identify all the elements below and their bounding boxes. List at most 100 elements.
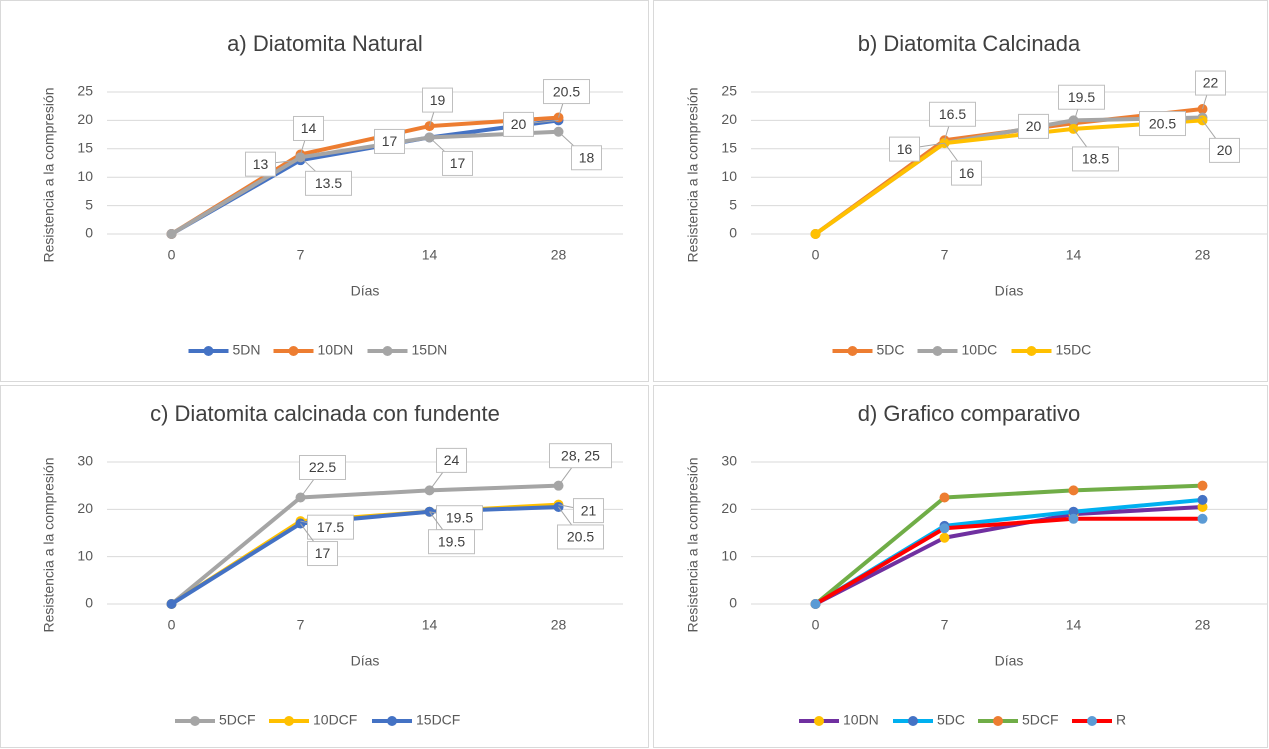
label-box xyxy=(889,136,920,162)
legend-marker xyxy=(814,716,824,726)
x-tick-label: 7 xyxy=(297,247,305,263)
data-point xyxy=(1197,494,1208,505)
chart-title: a) Diatomita Natural xyxy=(227,31,423,56)
panel-border xyxy=(0,385,649,748)
label-box xyxy=(503,111,534,137)
y-tick-label: 20 xyxy=(721,500,737,516)
data-point xyxy=(1068,485,1079,496)
x-tick-label: 14 xyxy=(1066,247,1082,263)
y-axis-label: Resistencia a la compresión xyxy=(41,87,57,262)
series-line xyxy=(814,118,1203,236)
label-box xyxy=(1058,84,1105,110)
legend-label: 10DCF xyxy=(313,712,357,728)
y-tick-label: 10 xyxy=(77,168,93,184)
label-box xyxy=(1195,70,1226,96)
data-label: 20 xyxy=(1217,142,1233,158)
legend-label: 10DC xyxy=(962,342,998,358)
data-label: 19.5 xyxy=(446,509,473,525)
x-tick-label: 14 xyxy=(422,247,438,263)
label-box xyxy=(571,145,602,171)
data-point xyxy=(810,229,821,239)
panel-border xyxy=(653,0,1268,382)
legend-marker xyxy=(932,346,943,356)
x-axis-label: Días xyxy=(351,283,380,299)
data-point xyxy=(166,229,177,239)
x-axis-label: Días xyxy=(351,653,380,669)
y-tick-label: 20 xyxy=(77,111,93,127)
legend-label: R xyxy=(1116,712,1126,728)
y-tick-label: 15 xyxy=(721,140,737,156)
y-tick-label: 0 xyxy=(729,225,737,241)
legend-label: 15DCF xyxy=(416,712,460,728)
label-box xyxy=(299,455,346,480)
label-box xyxy=(374,128,405,154)
x-axis-label: Días xyxy=(995,283,1024,299)
label-box xyxy=(307,514,354,540)
data-label: 19 xyxy=(430,92,446,108)
label-box xyxy=(442,150,473,176)
data-label: 20.5 xyxy=(1149,115,1176,131)
panel-border xyxy=(0,0,649,382)
data-point xyxy=(810,599,821,609)
y-axis-label: Resistencia a la compresión xyxy=(685,87,701,262)
y-tick-label: 30 xyxy=(77,453,93,469)
legend-marker xyxy=(288,346,299,356)
data-label: 16 xyxy=(897,141,913,157)
label-box xyxy=(1072,146,1119,172)
legend-marker xyxy=(387,716,397,726)
x-tick-label: 28 xyxy=(551,247,567,263)
label-box xyxy=(1139,111,1186,137)
legend-label: 5DCF xyxy=(1022,712,1059,728)
label-box xyxy=(557,524,604,550)
x-tick-label: 0 xyxy=(168,617,176,633)
y-axis-label: Resistencia a la compresión xyxy=(685,457,701,632)
legend-marker xyxy=(1087,716,1097,726)
y-tick-label: 10 xyxy=(721,547,737,563)
label-box xyxy=(549,443,612,469)
data-label: 20.5 xyxy=(567,529,594,545)
y-axis-label: Resistencia a la compresión xyxy=(41,457,57,632)
legend-label: 10DN xyxy=(843,712,879,728)
data-point xyxy=(939,532,950,543)
data-label: 22 xyxy=(1203,75,1219,91)
label-box xyxy=(436,505,483,531)
y-tick-label: 20 xyxy=(77,500,93,516)
label-box xyxy=(1018,113,1049,139)
data-label: 18 xyxy=(579,149,595,165)
data-label: 16 xyxy=(959,165,975,181)
x-axis-label: Días xyxy=(995,653,1024,669)
label-box xyxy=(543,79,590,105)
data-label: 20.5 xyxy=(553,83,580,99)
data-label: 20 xyxy=(511,116,527,132)
data-label: 28, 25 xyxy=(561,447,600,463)
y-tick-label: 10 xyxy=(77,547,93,563)
legend-marker xyxy=(382,346,393,356)
x-tick-label: 28 xyxy=(1195,247,1211,263)
chart-title: c) Diatomita calcinada con fundente xyxy=(150,401,500,426)
x-tick-label: 14 xyxy=(1066,617,1082,633)
data-label: 17 xyxy=(450,155,466,171)
data-point xyxy=(1197,480,1208,491)
data-label: 14 xyxy=(301,120,317,136)
data-label: 19.5 xyxy=(1068,89,1095,105)
data-label: 21 xyxy=(581,502,597,518)
label-box xyxy=(436,447,467,473)
y-tick-label: 10 xyxy=(721,168,737,184)
x-tick-label: 28 xyxy=(1195,617,1211,633)
legend-label: 5DN xyxy=(233,342,261,358)
label-box xyxy=(307,541,338,567)
label-box xyxy=(422,87,453,113)
data-label: 19.5 xyxy=(438,533,465,549)
data-label: 17 xyxy=(382,133,398,149)
legend-marker xyxy=(908,716,918,726)
data-label: 22.5 xyxy=(309,459,336,475)
data-point xyxy=(1068,506,1079,517)
x-tick-label: 0 xyxy=(812,247,820,263)
y-tick-label: 25 xyxy=(721,83,737,99)
legend-marker xyxy=(847,346,858,356)
data-point xyxy=(1068,513,1079,524)
y-tick-label: 25 xyxy=(77,83,93,99)
data-label: 13 xyxy=(253,156,269,172)
label-box xyxy=(245,151,276,177)
data-point xyxy=(939,523,950,534)
